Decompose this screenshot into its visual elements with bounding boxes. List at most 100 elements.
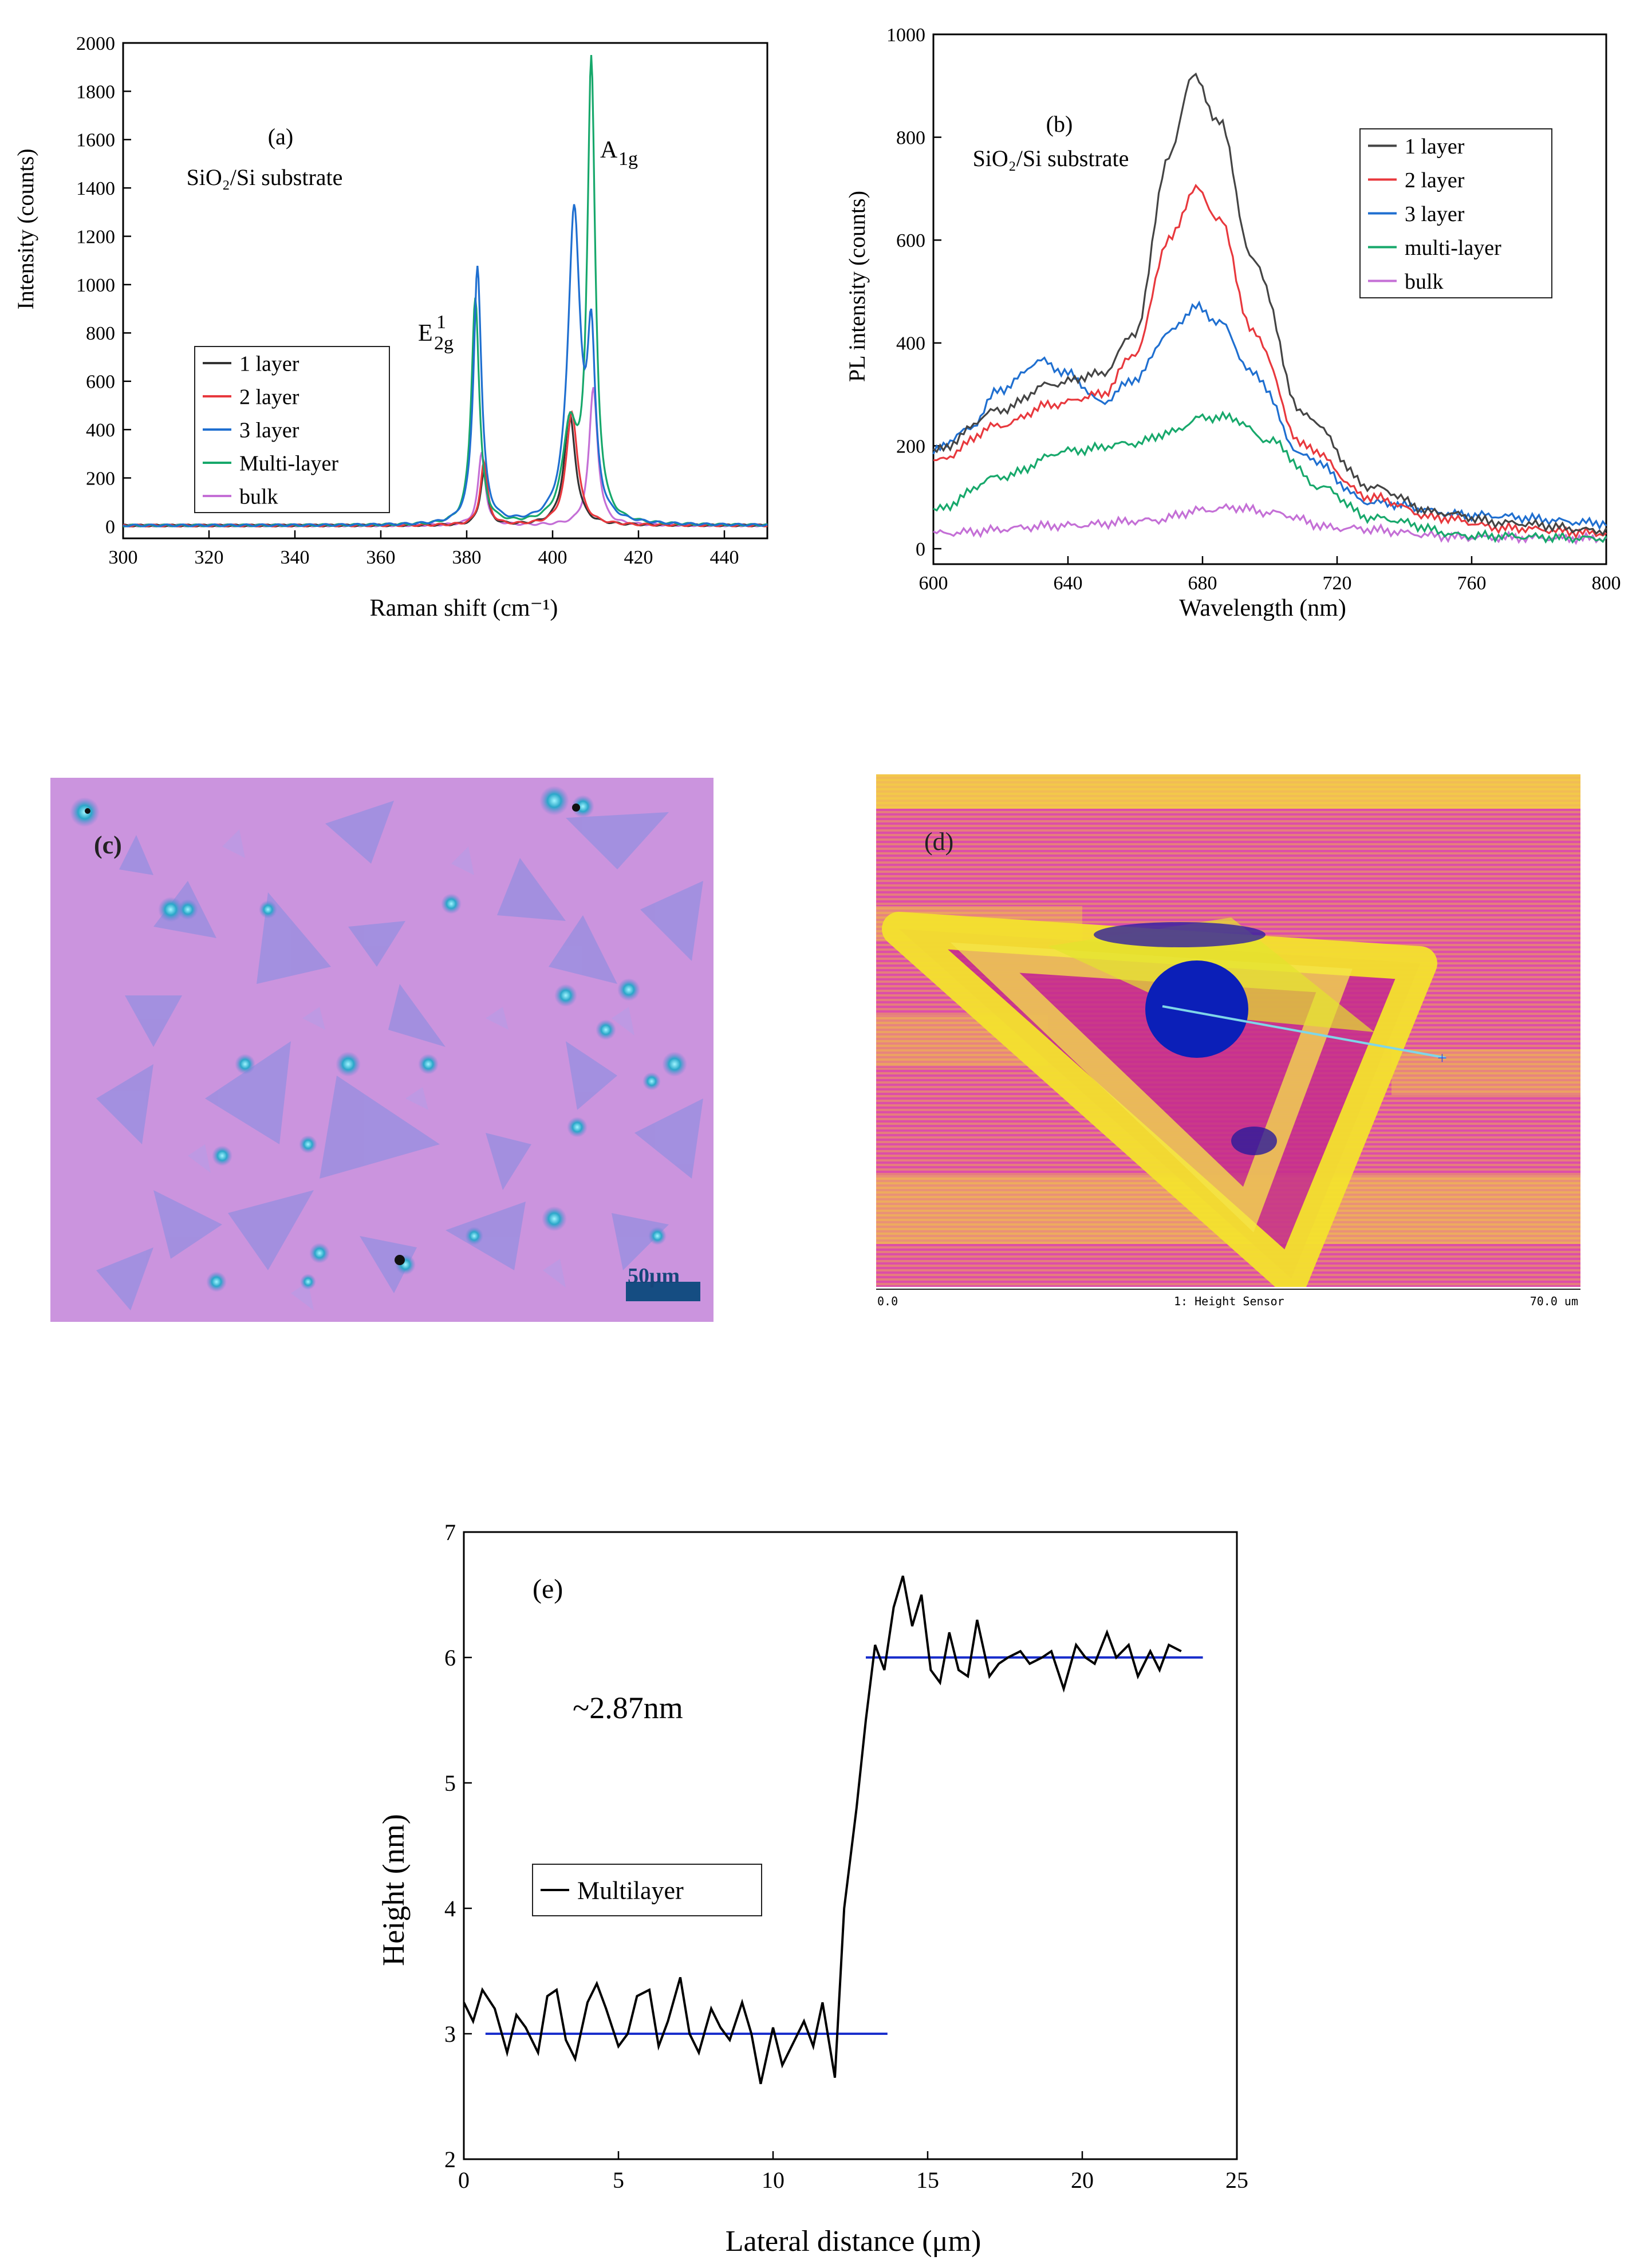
chart-b-legend: 1 layer 2 layer 3 layer multi-layer bulk bbox=[1359, 128, 1552, 298]
chart-e-annotation: ~2.87nm bbox=[573, 1691, 683, 1725]
chart-b-series bbox=[932, 72, 1607, 545]
chart-a-series bbox=[123, 55, 768, 527]
x-tick-label: 5 bbox=[613, 2167, 624, 2193]
series-line-bulk bbox=[933, 502, 1607, 545]
series-line-multilayer bbox=[463, 1576, 1182, 2085]
x-tick-label: 20 bbox=[1071, 2167, 1094, 2193]
x-tick-label: 800 bbox=[1592, 573, 1621, 594]
x-tick-label: 720 bbox=[1323, 573, 1352, 594]
svg-text:+: + bbox=[1437, 1049, 1447, 1068]
y-tick-label: 1000 bbox=[76, 275, 115, 296]
y-tick-label: 4 bbox=[444, 1896, 456, 1922]
legend-label: 3 layer bbox=[239, 418, 299, 442]
afm-dark-center bbox=[1145, 960, 1248, 1058]
afm-profile-line bbox=[1162, 1005, 1446, 1059]
y-tick-label: 600 bbox=[896, 230, 925, 251]
legend-frame bbox=[532, 1864, 762, 1916]
legend-label: 3 layer bbox=[1405, 202, 1465, 226]
series-line-2-layer bbox=[933, 183, 1607, 540]
chart-e-xlabel: Lateral distance (μm) bbox=[726, 2225, 981, 2258]
x-tick-label: 360 bbox=[366, 547, 396, 568]
x-tick-label: 300 bbox=[109, 547, 138, 568]
x-tick-label: 10 bbox=[762, 2167, 785, 2193]
chart-b-ylabel: PL intensity (counts) bbox=[844, 191, 870, 382]
legend-label: Multilayer bbox=[577, 1876, 684, 1904]
chart-e-panel-label: (e) bbox=[533, 1574, 563, 1604]
plot-frame bbox=[932, 33, 1607, 565]
chart-a-peak-e2g-sup: 1 bbox=[436, 312, 446, 333]
chart-a-legend: 1 layer 2 layer 3 layer Multi-layer bulk bbox=[194, 346, 390, 513]
afm-scale-right: 70.0 um bbox=[1529, 1294, 1578, 1308]
chart-b-xlabel: Wavelength (nm) bbox=[1179, 595, 1346, 621]
series-line-1-layer bbox=[932, 72, 1607, 537]
x-tick-label: 340 bbox=[281, 547, 310, 568]
y-tick-label: 7 bbox=[444, 1519, 456, 1545]
x-tick-label: 15 bbox=[916, 2167, 939, 2193]
x-tick-label: 440 bbox=[710, 547, 739, 568]
legend-label: bulk bbox=[1405, 270, 1444, 294]
x-tick-label: 400 bbox=[538, 547, 567, 568]
y-tick-label: 0 bbox=[916, 539, 925, 560]
y-tick-label: 1600 bbox=[76, 130, 115, 151]
chart-a-annotation: SiO₂/Si substrate bbox=[187, 164, 343, 190]
y-tick-label: 1200 bbox=[76, 226, 115, 247]
chart-a-ylabel: Intensity (counts) bbox=[13, 148, 38, 309]
scale-bar bbox=[626, 1282, 700, 1301]
dark-particles bbox=[85, 804, 580, 1265]
y-tick-label: 6 bbox=[444, 1645, 456, 1671]
y-tick-label: 200 bbox=[896, 436, 925, 457]
chart-a-axes: 300 320 340 360 380 400 420 440 0 200 400 600 800 100… bbox=[76, 33, 768, 568]
series-line-3-layer bbox=[932, 300, 1607, 530]
chart-b: 600 640 680 720 760 800 0 200 400 600 800 1000 1 la… bbox=[844, 25, 1621, 621]
chart-a-peak-a1g-main: A bbox=[600, 137, 618, 163]
afm-scale-mid: 1: Height Sensor bbox=[1174, 1294, 1284, 1308]
chart-e-series bbox=[463, 1576, 1203, 2085]
legend-label: 1 layer bbox=[239, 352, 299, 376]
chart-e-ylabel: Height (nm) bbox=[376, 1814, 411, 1966]
y-tick-label: 400 bbox=[86, 420, 115, 441]
triangular-flakes bbox=[96, 801, 703, 1310]
chart-b-panel-label: (b) bbox=[1046, 111, 1073, 137]
scale-bar-label: 50μm bbox=[628, 1264, 680, 1288]
chart-a-xlabel: Raman shift (cm⁻¹) bbox=[370, 595, 558, 621]
y-tick-label: 600 bbox=[86, 372, 115, 393]
afm-scale-strip: 0.0 1: Height Sensor 70.0 um bbox=[876, 1289, 1580, 1316]
legend-label: 1 layer bbox=[1405, 135, 1465, 159]
x-tick-label: 0 bbox=[458, 2167, 470, 2193]
afm-scale-left: 0.0 bbox=[877, 1294, 898, 1308]
chart-a: 300 320 340 360 380 400 420 440 0 200 400 600 800 100… bbox=[13, 33, 768, 621]
y-tick-label: 2 bbox=[444, 2147, 456, 2172]
micrograph-flakes bbox=[70, 786, 703, 1310]
y-tick-label: 0 bbox=[105, 517, 115, 538]
plot-frame bbox=[122, 42, 768, 540]
chart-a-peak-e2g-main: E bbox=[418, 320, 433, 346]
legend-label: 2 layer bbox=[1405, 168, 1465, 192]
series-line-3-layer bbox=[123, 204, 768, 527]
series-line-multi-layer bbox=[933, 410, 1607, 544]
afm-image: + bbox=[876, 774, 1580, 1287]
legend-label: multi-layer bbox=[1405, 236, 1501, 260]
afm-panel-label: (d) bbox=[924, 828, 954, 856]
chart-a-panel-label: (a) bbox=[268, 124, 293, 149]
y-tick-label: 800 bbox=[896, 128, 925, 149]
chart-a-peak-e2g-label: E 1 2g bbox=[418, 312, 454, 354]
optical-micrograph: (c) 50μm bbox=[50, 778, 713, 1322]
x-tick-label: 760 bbox=[1457, 573, 1487, 594]
y-tick-label: 1000 bbox=[886, 25, 925, 46]
chart-a-peak-e2g-sub: 2g bbox=[434, 333, 454, 354]
x-tick-label: 25 bbox=[1225, 2167, 1248, 2193]
chart-a-peak-a1g-label: A 1g bbox=[600, 137, 638, 170]
y-tick-label: 3 bbox=[444, 2021, 456, 2047]
plot-frame bbox=[463, 1531, 1238, 2160]
y-tick-label: 2000 bbox=[76, 33, 115, 54]
chart-e-legend: Multilayer bbox=[532, 1864, 762, 1916]
x-tick-label: 320 bbox=[195, 547, 224, 568]
legend-label: Multi-layer bbox=[239, 451, 338, 475]
micrograph-panel-label: (c) bbox=[94, 831, 122, 859]
x-tick-label: 600 bbox=[919, 573, 948, 594]
y-tick-label: 400 bbox=[896, 333, 925, 355]
afm-height-map: + (d) bbox=[876, 774, 1580, 1287]
y-tick-label: 1400 bbox=[76, 178, 115, 199]
chart-a-peak-a1g-sub: 1g bbox=[618, 148, 638, 170]
y-tick-label: 800 bbox=[86, 323, 115, 344]
